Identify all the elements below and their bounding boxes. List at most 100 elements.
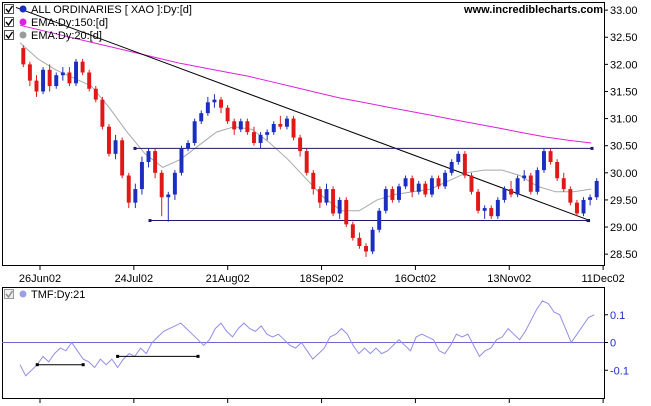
legend-label: EMA:Dy:150:[d] [31, 17, 108, 29]
candle-body [476, 191, 481, 211]
candle-body [80, 61, 85, 73]
candle-body [383, 189, 388, 211]
indicator-legend-label: TMF:Dy:21 [31, 289, 85, 301]
candle-body [27, 64, 32, 81]
candle-body [205, 102, 210, 114]
candle-body [344, 199, 349, 225]
candle-body [311, 172, 316, 190]
candle-body [238, 121, 243, 130]
candle-body [324, 189, 329, 203]
candle-body [179, 148, 184, 173]
x-tick-label: 11Dec02 [581, 273, 624, 285]
candle-body [278, 124, 283, 127]
candle-body [528, 175, 533, 192]
candle-body [370, 229, 375, 252]
legend-dot-icon [19, 31, 27, 39]
legend: ALL ORDINARIES [ XAO ]:Dy:[d]EMA:Dy:150:… [4, 4, 192, 301]
indicator-legend-checkbox[interactable] [4, 289, 14, 299]
candle-body [594, 180, 599, 198]
candle-body [159, 172, 164, 198]
legend-checkbox[interactable] [4, 17, 14, 27]
candle-body [429, 178, 434, 195]
check-icon [5, 18, 14, 27]
price-y-tick-label: 31.50 [610, 86, 638, 98]
legend-checkbox[interactable] [4, 4, 14, 14]
candle-body [436, 178, 441, 187]
candle-body [509, 189, 513, 195]
price-y-tick-label: 32.50 [610, 32, 638, 44]
price-y-tick-label: 29.50 [610, 195, 638, 207]
candle-body [232, 121, 237, 130]
candle-body [443, 172, 448, 187]
candle-body [304, 151, 309, 173]
candle-body [225, 107, 230, 122]
candle-body [252, 132, 256, 143]
candle-body [357, 237, 362, 247]
legend-label: ALL ORDINARIES [ XAO ]:Dy:[d] [31, 4, 192, 16]
candle-body [515, 178, 520, 195]
candle-body [166, 194, 171, 198]
candle-body [364, 246, 368, 252]
price-y-tick-label: 31.00 [610, 114, 638, 126]
price-y-tick-label: 30.00 [610, 168, 638, 180]
candle-body [502, 189, 507, 200]
tmf-line [19, 300, 595, 377]
legend-checkbox[interactable] [4, 30, 14, 40]
line-end-marker [148, 219, 152, 223]
candle-body [34, 80, 39, 92]
indicator-panel: 0.1 0 -0.1 [2, 287, 629, 403]
candle-body [588, 197, 593, 200]
tmf-segment-marker [81, 363, 85, 367]
price-panel-frame [2, 2, 605, 266]
candle-body [100, 99, 105, 127]
candle-body [482, 208, 487, 211]
candle-body [126, 175, 131, 203]
candle-body [93, 88, 98, 100]
legend-dot-icon [19, 18, 27, 26]
check-icon [5, 290, 14, 299]
trendline [15, 6, 591, 222]
candle-body [423, 183, 428, 195]
candle-body [416, 183, 421, 192]
tmf-y-tick-label: 0 [610, 338, 616, 350]
tmf-segment-marker [116, 354, 120, 358]
candle-body [186, 142, 191, 149]
price-y-tick-label: 28.50 [610, 249, 638, 261]
check-icon [5, 5, 14, 14]
candle-body [574, 202, 579, 214]
candle-body [350, 224, 355, 238]
candle-body [331, 189, 336, 214]
x-tick-label: 16Oct02 [395, 273, 437, 285]
candle-body [87, 72, 92, 89]
candle-body [245, 121, 250, 133]
candle-body [555, 161, 560, 179]
x-tick-label: 21Aug02 [206, 273, 250, 285]
tmf-segment-marker [196, 354, 200, 358]
candle-body [47, 69, 52, 87]
candle-body [192, 121, 197, 143]
x-tick-label: 26Jun02 [19, 273, 61, 285]
candle-body [133, 189, 138, 203]
legend-label: EMA:Dy:20:[d] [31, 30, 102, 42]
candle-body [390, 189, 395, 200]
x-tick-label: 13Nov02 [487, 273, 531, 285]
tmf-y-tick-label: 0.1 [610, 310, 625, 322]
candle-body [449, 161, 454, 173]
price-y-tick-label: 30.50 [610, 141, 638, 153]
check-icon [5, 31, 14, 40]
candle-body [153, 151, 158, 173]
price-y-tick-label: 33.00 [610, 5, 638, 17]
ema20-line [19, 42, 592, 212]
candle-body [337, 199, 342, 214]
line-end-marker [586, 219, 590, 223]
candle-body [317, 189, 322, 203]
candle-body [469, 175, 474, 192]
candle-body [548, 151, 553, 162]
tmf-y-tick-label: -0.1 [610, 365, 629, 377]
legend-dot-icon [19, 5, 27, 13]
candle-body [456, 153, 461, 162]
candle-body [172, 172, 177, 195]
candle-body [377, 210, 382, 230]
candle-body [581, 199, 586, 214]
